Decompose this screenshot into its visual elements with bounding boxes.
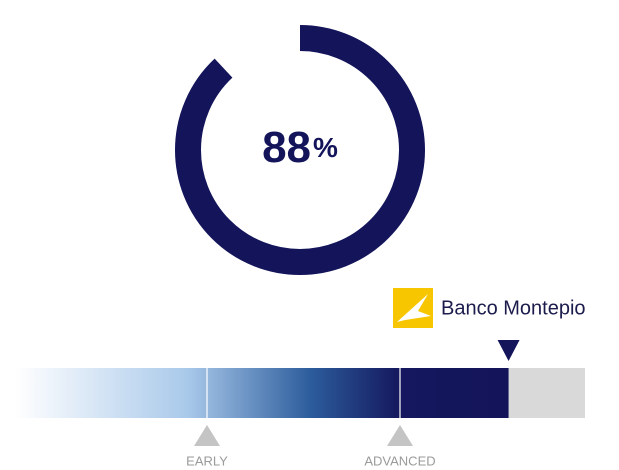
gauge-value: 88 <box>262 123 311 172</box>
brand-logo: Banco Montepio <box>393 288 586 328</box>
stage-label: EARLY <box>186 453 228 468</box>
stages: EARLY ADVANCED <box>186 368 436 468</box>
stage-pointer <box>194 425 220 446</box>
gauge-arc <box>175 25 425 275</box>
donut-gauge: 88% <box>175 25 425 275</box>
stage-pointer <box>387 425 413 446</box>
position-marker <box>497 340 520 361</box>
gauge-label: 88% <box>262 123 338 172</box>
gauge-unit: % <box>313 132 338 163</box>
brand-name: Banco Montepio <box>441 297 586 319</box>
logo-swoosh <box>397 294 431 322</box>
stage-label: ADVANCED <box>364 453 435 468</box>
bar-fill <box>15 368 509 418</box>
